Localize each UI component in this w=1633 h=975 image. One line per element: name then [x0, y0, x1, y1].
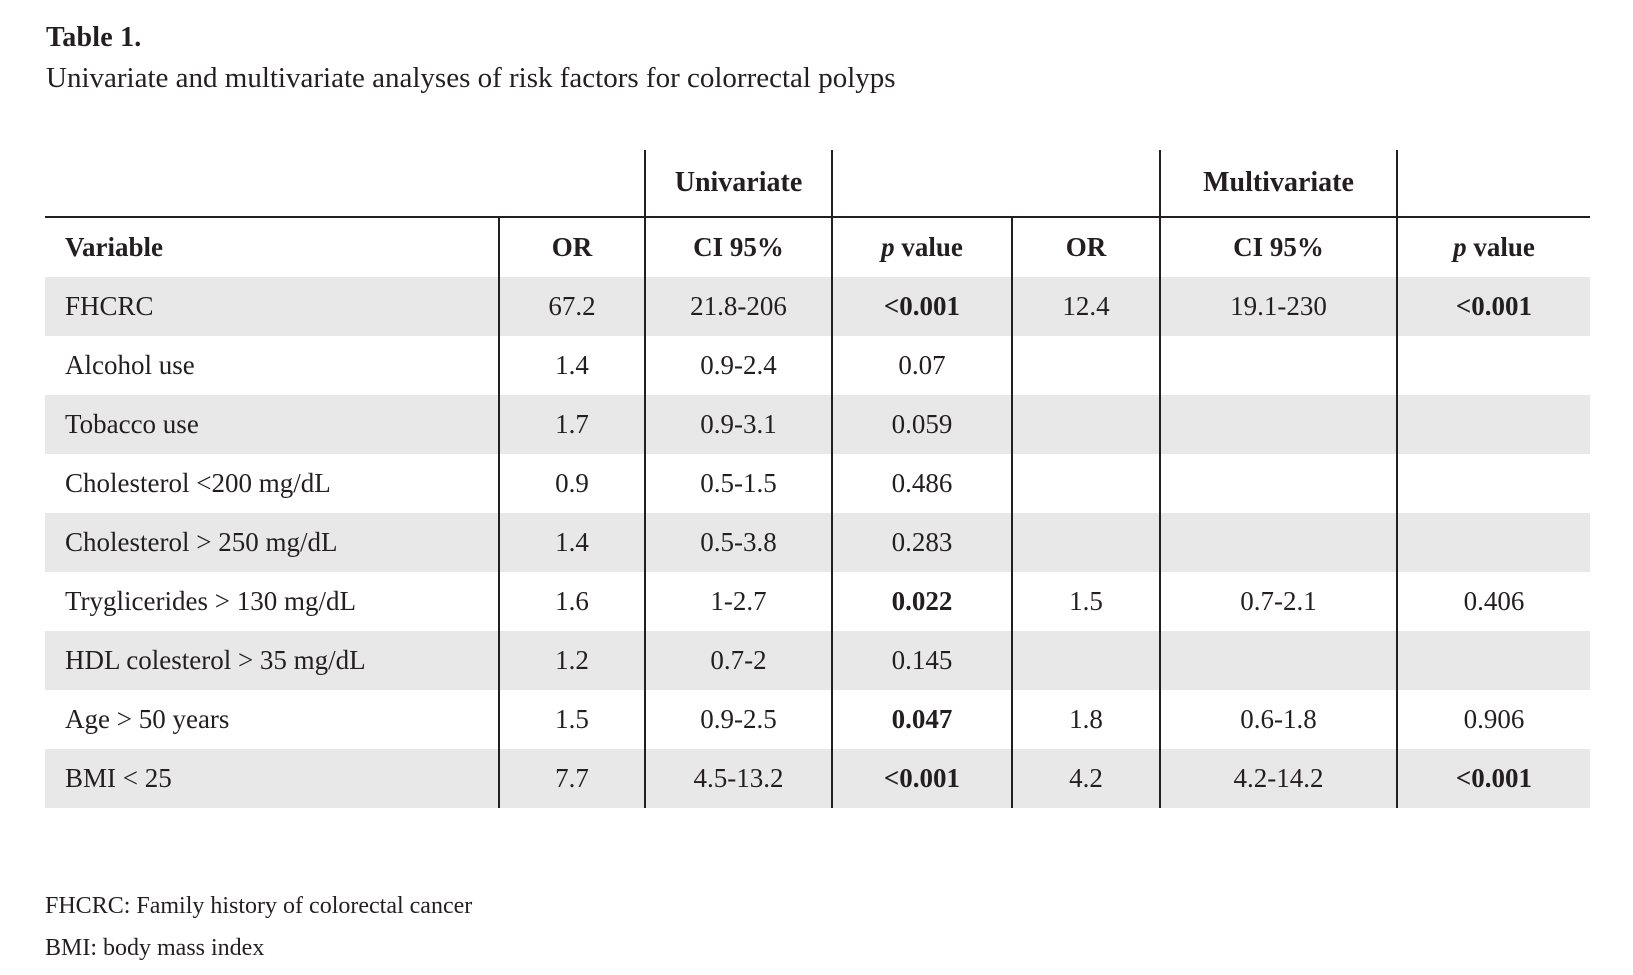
cell-pvalue-univariate: 0.07	[831, 336, 1012, 395]
group-header-spacer-left	[45, 150, 645, 218]
cell-ci-multivariate: 19.1-230	[1159, 277, 1397, 336]
table-row: Alcohol use 1.4 0.9-2.4 0.07	[45, 336, 1590, 395]
cell-ci-univariate: 21.8-206	[644, 277, 832, 336]
cell-pvalue-univariate: 0.059	[831, 395, 1012, 454]
table-title: Table 1.	[46, 22, 142, 53]
cell-pvalue-univariate: 0.283	[831, 513, 1012, 572]
column-header-ci-multivariate: CI 95%	[1159, 217, 1397, 277]
group-header-spacer-middle	[832, 150, 1160, 218]
cell-variable: Tobacco use	[45, 395, 499, 454]
column-header-pvalue-univariate: p value	[831, 217, 1012, 277]
group-header-spacer-right	[1397, 150, 1590, 218]
cell-or-multivariate	[1011, 454, 1160, 513]
cell-or-univariate: 1.5	[498, 690, 645, 749]
table-row: Cholesterol <200 mg/dL 0.9 0.5-1.5 0.486	[45, 454, 1590, 513]
cell-pvalue-univariate: 0.047	[831, 690, 1012, 749]
cell-ci-multivariate	[1159, 395, 1397, 454]
cell-or-univariate: 1.6	[498, 572, 645, 631]
cell-or-univariate: 1.4	[498, 336, 645, 395]
cell-ci-univariate: 0.5-3.8	[644, 513, 832, 572]
p-italic-label: p	[1453, 232, 1467, 262]
cell-pvalue-multivariate	[1396, 631, 1590, 690]
cell-ci-univariate: 0.5-1.5	[644, 454, 832, 513]
column-header-or-univariate: OR	[498, 217, 645, 277]
footnote-fhcrc: FHCRC: Family history of colorectal canc…	[45, 893, 473, 919]
table-subtitle: Univariate and multivariate analyses of …	[46, 62, 896, 94]
cell-or-univariate: 1.2	[498, 631, 645, 690]
column-header-pvalue-multivariate: p value	[1396, 217, 1590, 277]
cell-variable: Cholesterol <200 mg/dL	[65, 468, 331, 498]
risk-factors-table: Univariate Multivariate Variable OR CI 9…	[45, 150, 1590, 808]
table-row: HDL colesterol > 35 mg/dL 1.2 0.7-2 0.14…	[45, 631, 1590, 690]
cell-or-multivariate	[1011, 336, 1160, 395]
cell-pvalue-multivariate	[1396, 513, 1590, 572]
cell-pvalue-univariate: 0.145	[831, 631, 1012, 690]
table-row: Tobacco use 1.7 0.9-3.1 0.059	[45, 395, 1590, 454]
cell-pvalue-univariate: 0.022	[831, 572, 1012, 631]
cell-or-multivariate	[1011, 631, 1160, 690]
table-row: FHCRC 67.2 21.8-206 <0.001 12.4 19.1-230…	[45, 277, 1590, 336]
cell-or-univariate: 67.2	[498, 277, 645, 336]
table-row: Tryglicerides > 130 mg/dL 1.6 1-2.7 0.02…	[45, 572, 1590, 631]
cell-or-multivariate: 4.2	[1011, 749, 1160, 808]
cell-ci-multivariate	[1159, 454, 1397, 513]
cell-pvalue-multivariate	[1396, 336, 1590, 395]
cell-ci-univariate: 0.9-2.5	[644, 690, 832, 749]
cell-pvalue-univariate: <0.001	[831, 277, 1012, 336]
cell-or-multivariate: 1.8	[1011, 690, 1160, 749]
cell-ci-univariate: 4.5-13.2	[644, 749, 832, 808]
cell-pvalue-univariate: <0.001	[831, 749, 1012, 808]
cell-or-univariate: 7.7	[498, 749, 645, 808]
cell-variable: HDL colesterol > 35 mg/dL	[45, 631, 499, 690]
cell-ci-multivariate	[1159, 336, 1397, 395]
cell-or-multivariate	[1011, 395, 1160, 454]
column-header-ci-univariate: CI 95%	[644, 217, 832, 277]
cell-or-multivariate	[1011, 513, 1160, 572]
cell-variable: Age > 50 years	[65, 704, 230, 734]
table-row: Age > 50 years 1.5 0.9-2.5 0.047 1.8 0.6…	[45, 690, 1590, 749]
cell-or-univariate: 1.7	[498, 395, 645, 454]
cell-pvalue-multivariate	[1396, 395, 1590, 454]
cell-pvalue-multivariate: <0.001	[1396, 749, 1590, 808]
group-header-row: Univariate Multivariate	[45, 150, 1590, 218]
cell-ci-univariate: 0.9-3.1	[644, 395, 832, 454]
footnote-bmi: BMI: body mass index	[45, 935, 265, 961]
cell-or-univariate: 0.9	[498, 454, 645, 513]
column-header-row: Variable OR CI 95% p value OR CI 95% p v…	[45, 217, 1590, 277]
cell-pvalue-multivariate: 0.406	[1396, 572, 1590, 631]
table-body: FHCRC 67.2 21.8-206 <0.001 12.4 19.1-230…	[45, 277, 1590, 808]
cell-or-multivariate: 12.4	[1011, 277, 1160, 336]
group-header-univariate: Univariate	[644, 150, 833, 218]
cell-ci-multivariate: 0.6-1.8	[1159, 690, 1397, 749]
cell-pvalue-multivariate	[1396, 454, 1590, 513]
cell-or-univariate: 1.4	[498, 513, 645, 572]
cell-ci-univariate: 0.7-2	[644, 631, 832, 690]
cell-variable: Cholesterol > 250 mg/dL	[45, 513, 499, 572]
table-row: Cholesterol > 250 mg/dL 1.4 0.5-3.8 0.28…	[45, 513, 1590, 572]
cell-ci-multivariate: 0.7-2.1	[1159, 572, 1397, 631]
cell-variable: Tryglicerides > 130 mg/dL	[65, 586, 356, 616]
cell-variable: BMI < 25	[45, 749, 499, 808]
cell-variable: FHCRC	[45, 277, 499, 336]
cell-pvalue-multivariate: 0.906	[1396, 690, 1590, 749]
table-row: BMI < 25 7.7 4.5-13.2 <0.001 4.2 4.2-14.…	[45, 749, 1590, 808]
cell-pvalue-univariate: 0.486	[831, 454, 1012, 513]
column-header-or-multivariate: OR	[1011, 217, 1160, 277]
cell-ci-multivariate	[1159, 631, 1397, 690]
cell-variable: Alcohol use	[65, 350, 195, 380]
cell-ci-univariate: 0.9-2.4	[644, 336, 832, 395]
p-italic-label: p	[881, 232, 895, 262]
cell-ci-multivariate	[1159, 513, 1397, 572]
cell-pvalue-multivariate: <0.001	[1396, 277, 1590, 336]
column-header-variable: Variable	[65, 232, 164, 262]
cell-or-multivariate: 1.5	[1011, 572, 1160, 631]
group-header-multivariate: Multivariate	[1159, 150, 1398, 218]
p-value-label: value	[894, 232, 963, 262]
cell-ci-multivariate: 4.2-14.2	[1159, 749, 1397, 808]
p-value-label: value	[1466, 232, 1535, 262]
footnotes: FHCRC: Family history of colorectal canc…	[45, 885, 472, 969]
cell-ci-univariate: 1-2.7	[644, 572, 832, 631]
